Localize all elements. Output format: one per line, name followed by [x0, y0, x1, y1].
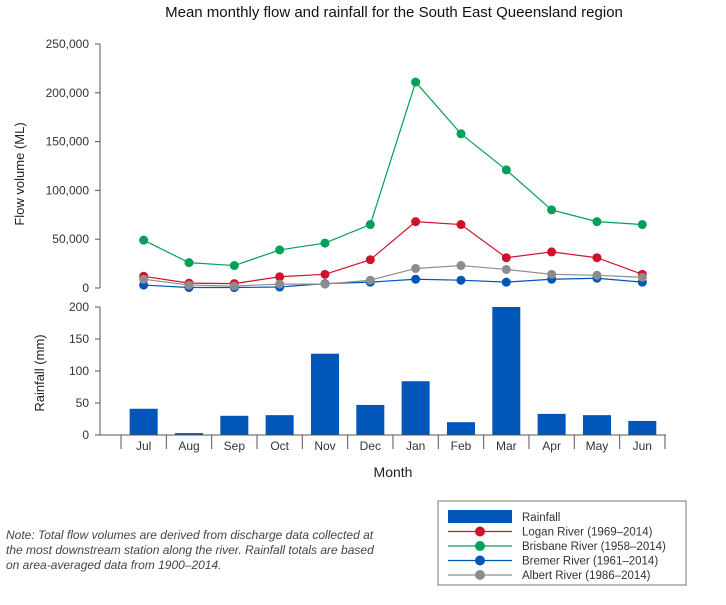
data-point: [501, 165, 511, 175]
data-point: [365, 220, 375, 230]
data-point: [229, 261, 239, 271]
bar: [129, 408, 158, 435]
data-point: [139, 274, 149, 284]
x-tick-label: Aug: [178, 439, 199, 453]
x-tick-label: Jun: [633, 439, 652, 453]
x-axis-label: Month: [374, 464, 413, 480]
x-tick-label: Mar: [496, 439, 517, 453]
data-point: [456, 129, 466, 139]
bar: [220, 415, 249, 435]
data-point: [275, 272, 285, 282]
x-tick-label: Dec: [360, 439, 381, 453]
rain-y-tick-label: 0: [82, 428, 89, 442]
chart-title: Mean monthly flow and rainfall for the S…: [165, 4, 623, 21]
rain-y-tick-label: 200: [69, 300, 89, 314]
data-point: [501, 277, 511, 287]
bar: [310, 353, 339, 435]
legend-label: Bremer River (1961–2014): [522, 556, 658, 568]
bar: [537, 413, 566, 435]
data-point: [411, 217, 421, 227]
data-point: [501, 253, 511, 263]
data-point: [411, 77, 421, 87]
series-line-3: [143, 264, 643, 287]
data-point: [365, 255, 375, 265]
bar: [401, 381, 430, 435]
flow-y-tick-label: 50,000: [52, 232, 89, 246]
data-point: [637, 220, 647, 230]
legend-label: Albert River (1986–2014): [522, 570, 651, 582]
data-point: [637, 272, 647, 282]
bar: [356, 404, 385, 435]
x-tick-label: Oct: [270, 439, 289, 453]
legend-label: Rainfall: [522, 512, 560, 524]
flow-y-tick-label: 0: [82, 281, 89, 295]
data-point: [320, 279, 330, 289]
flow-y-tick-label: 200,000: [46, 86, 90, 100]
x-tick-label: Nov: [314, 439, 335, 453]
data-point: [139, 235, 149, 245]
flow-y-tick-label: 150,000: [46, 135, 90, 149]
x-tick-label: Feb: [451, 439, 472, 453]
data-point: [592, 217, 602, 227]
data-point: [592, 270, 602, 280]
flow-y-tick-label: 100,000: [46, 183, 90, 197]
legend-marker: [475, 555, 485, 566]
rain-y-tick-label: 50: [76, 396, 90, 410]
x-tick-label: Sep: [224, 439, 246, 453]
data-point: [184, 280, 194, 290]
data-point: [592, 253, 602, 263]
legend-label: Logan River (1969–2014): [522, 527, 653, 539]
legend-marker: [475, 526, 485, 537]
bar: [446, 422, 475, 435]
data-point: [411, 274, 421, 284]
x-tick-label: Jul: [136, 439, 151, 453]
rain-y-tick-label: 150: [69, 332, 89, 346]
data-point: [456, 261, 466, 271]
data-point: [547, 269, 557, 279]
series-line-2: [143, 277, 643, 289]
data-point: [365, 275, 375, 285]
data-point: [456, 275, 466, 285]
x-tick-label: Apr: [542, 439, 561, 453]
data-point: [320, 238, 330, 248]
data-point: [547, 205, 557, 215]
data-point: [229, 281, 239, 291]
legend-marker: [475, 541, 485, 551]
data-point: [275, 245, 285, 255]
flow-y-axis-label: Flow volume (ML): [12, 122, 27, 225]
data-point: [275, 279, 285, 289]
data-point: [184, 258, 194, 268]
bar: [265, 415, 294, 435]
x-tick-label: Jan: [406, 439, 425, 453]
bar: [582, 415, 611, 435]
data-point: [501, 264, 511, 274]
series-line-0: [143, 221, 643, 285]
bar: [492, 307, 521, 435]
data-point: [411, 263, 421, 273]
legend-label: Brisbane River (1958–2014): [522, 541, 666, 553]
bar: [174, 433, 203, 435]
data-point: [320, 269, 330, 279]
legend-marker: [475, 570, 485, 580]
x-tick-label: May: [586, 439, 609, 453]
data-point: [456, 220, 466, 230]
flow-y-tick-label: 250,000: [46, 37, 90, 51]
series-line-1: [143, 80, 643, 267]
legend-swatch-rainfall: [448, 510, 512, 523]
data-point: [547, 247, 557, 257]
bar: [628, 420, 657, 435]
footnote: Note: Total flow volumes are derived fro…: [6, 528, 374, 572]
rain-y-axis-label: Rainfall (mm): [32, 334, 47, 411]
rain-y-tick-label: 100: [69, 364, 89, 378]
